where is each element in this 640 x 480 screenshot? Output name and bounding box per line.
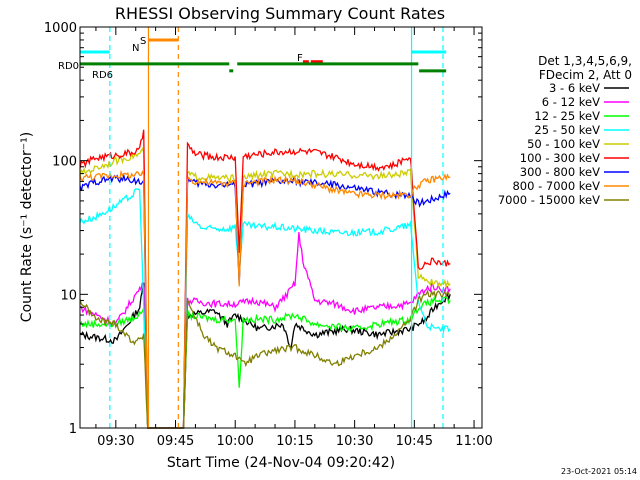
axis-ticks: 09:30 09:45 10:00 10:15 10:30 10:45 11:00 1 10 10…: [44, 21, 493, 449]
y-tick-label: 1: [69, 422, 77, 437]
plot-frame: [79, 26, 483, 429]
x-tick-label: 09:30: [97, 434, 134, 449]
y-axis-label: Count Rate (s⁻¹ detector⁻¹): [19, 132, 35, 322]
x-tick-label: 10:45: [396, 434, 433, 449]
legend-label: 7000 - 15000 keV: [498, 193, 600, 207]
series-line-3: [79, 188, 451, 429]
x-tick-label: 10:15: [276, 434, 313, 449]
legend-label: 12 - 25 keV: [534, 109, 600, 123]
flag-label-rd0: RD0: [58, 61, 79, 72]
x-tick-label: 10:00: [216, 434, 253, 449]
y-tick-label: 10: [60, 288, 77, 303]
series-line-5: [79, 129, 451, 429]
legend-label: 50 - 100 keV: [527, 137, 600, 151]
series-line-7: [79, 169, 451, 429]
x-tick-label: 10:30: [336, 434, 373, 449]
y-tick-label: 100: [52, 155, 77, 170]
series-group: [79, 129, 451, 429]
x-tick-label: 11:00: [455, 434, 492, 449]
flags-group: [80, 27, 447, 428]
legend-label: 3 - 6 keV: [549, 81, 600, 95]
series-line-1: [79, 232, 451, 429]
flag-label-f: F: [297, 53, 303, 64]
legend-label: 25 - 50 keV: [534, 123, 600, 137]
legend-label: 800 - 7000 keV: [512, 179, 600, 193]
flag-label-n: N: [132, 43, 139, 54]
flag-label-s: S: [140, 36, 146, 47]
legend-label: 100 - 300 keV: [520, 151, 600, 165]
x-tick-label: 09:45: [157, 434, 194, 449]
series-line-2: [79, 295, 451, 429]
series-line-8: [79, 289, 451, 429]
flag-label-rd6: RD6: [92, 70, 113, 81]
chart-title: RHESSI Observing Summary Count Rates: [115, 4, 445, 23]
y-tick-label: 1000: [44, 21, 77, 36]
series-line-0: [79, 282, 451, 429]
series-line-4: [79, 147, 451, 429]
legend-header-line-2: FDecim 2, Att 0: [539, 68, 632, 82]
legend-header-line-1: Det 1,3,4,5,6,9,: [538, 54, 632, 68]
x-axis-label: Start Time (24-Nov-04 09:20:42): [167, 455, 395, 471]
timestamp: 23-Oct-2021 05:14: [561, 467, 637, 476]
legend-label: 300 - 800 keV: [520, 165, 600, 179]
legend-label: 6 - 12 keV: [542, 95, 600, 109]
